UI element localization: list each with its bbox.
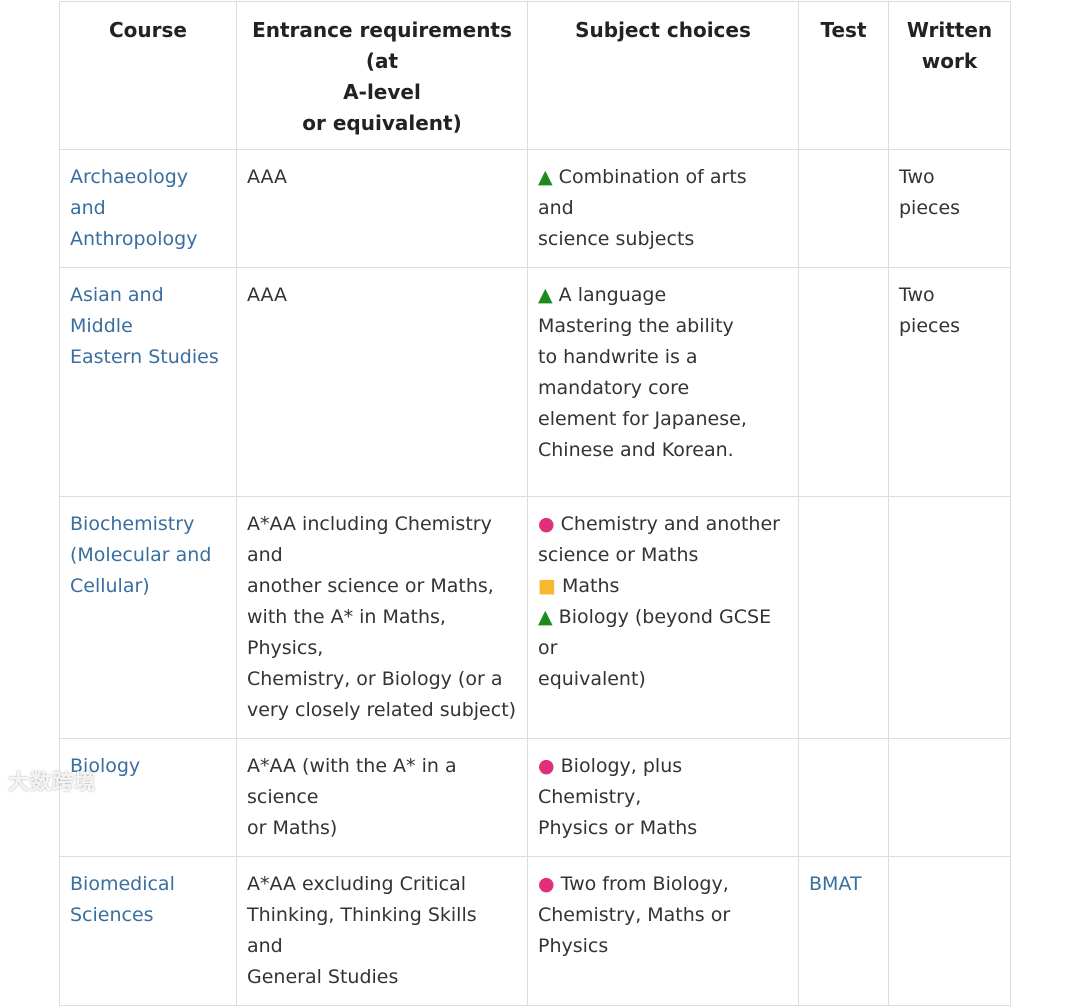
entrance-cell: AAA [236,267,528,497]
header-subject-choices: Subject choices [527,1,799,150]
circle-icon: ● [538,755,555,777]
triangle-icon: ▲ [538,166,553,188]
subject-item: ▲ Combination of arts and science subjec… [538,162,788,255]
triangle-icon: ▲ [538,284,553,306]
circle-icon: ● [538,873,555,895]
subject-item: ▲ A language Mastering the ability to ha… [538,280,788,466]
subjects-cell: ● Two from Biology, Chemistry, Maths or … [527,856,799,1006]
subject-item: ● Biology, plus Chemistry, Physics or Ma… [538,751,788,844]
header-entrance-requirements: Entrance requirements (at A-level or equ… [236,1,528,150]
circle-icon: ● [538,513,555,535]
subject-item: ■ Maths [538,571,788,602]
subject-item: ▲ Biology (beyond GCSE or equivalent) [538,602,788,695]
header-test: Test [798,1,889,150]
table-row: Asian and Middle Eastern Studies AAA ▲ A… [59,267,1011,497]
course-link[interactable]: Archaeology and Anthropology [70,166,198,250]
subject-text: Two from Biology, Chemistry, Maths or Ph… [538,873,731,957]
test-cell [798,738,889,857]
subjects-cell: ● Chemistry and another science or Maths… [527,496,799,739]
course-cell: Biochemistry (Molecular and Cellular) [59,496,237,739]
course-link[interactable]: Biochemistry (Molecular and Cellular) [70,513,212,597]
table-row: Biochemistry (Molecular and Cellular) A*… [59,496,1011,739]
subject-text: Combination of arts and science subjects [538,166,747,250]
test-link[interactable]: BMAT [809,873,862,895]
written-work-cell [888,738,1011,857]
header-written-work: Written work [888,1,1011,150]
course-link[interactable]: Asian and Middle Eastern Studies [70,284,219,368]
subject-text: Chemistry and another science or Maths [538,513,780,566]
test-cell [798,267,889,497]
table-row: Archaeology and Anthropology AAA ▲ Combi… [59,149,1011,268]
subject-item: ● Chemistry and another science or Maths [538,509,788,571]
written-work-cell [888,496,1011,739]
table-header-row: Course Entrance requirements (at A-level… [59,1,1011,150]
course-cell: Archaeology and Anthropology [59,149,237,268]
written-work-cell [888,856,1011,1006]
subject-text: Biology, plus Chemistry, Physics or Math… [538,755,698,839]
test-cell [798,496,889,739]
table-row: Biomedical Sciences A*AA excluding Criti… [59,856,1011,1006]
test-cell [798,149,889,268]
table-row: Biology A*AA (with the A* in a science o… [59,738,1011,857]
written-work-cell: Two pieces [888,149,1011,268]
triangle-icon: ▲ [538,606,553,628]
entrance-cell: A*AA excluding Critical Thinking, Thinki… [236,856,528,1006]
written-work-cell: Two pieces [888,267,1011,497]
subject-text: A language Mastering the ability to hand… [538,284,747,461]
entrance-cell: A*AA including Chemistry and another sci… [236,496,528,739]
subjects-cell: ▲ Combination of arts and science subjec… [527,149,799,268]
entrance-cell: A*AA (with the A* in a science or Maths) [236,738,528,857]
course-link[interactable]: Biology [70,755,141,777]
course-cell: Biology [59,738,237,857]
subject-text: Maths [562,575,620,597]
course-cell: Biomedical Sciences [59,856,237,1006]
test-cell: BMAT [798,856,889,1006]
entrance-cell: AAA [236,149,528,268]
course-cell: Asian and Middle Eastern Studies [59,267,237,497]
square-icon: ■ [538,575,556,597]
course-requirements-table: Course Entrance requirements (at A-level… [59,1,1011,1006]
subjects-cell: ● Biology, plus Chemistry, Physics or Ma… [527,738,799,857]
header-course: Course [59,1,237,150]
course-link[interactable]: Biomedical Sciences [70,873,175,926]
subjects-cell: ▲ A language Mastering the ability to ha… [527,267,799,497]
subject-text: Biology (beyond GCSE or equivalent) [538,606,772,690]
watermark: 大数跨境 [8,770,96,794]
subject-item: ● Two from Biology, Chemistry, Maths or … [538,869,788,962]
